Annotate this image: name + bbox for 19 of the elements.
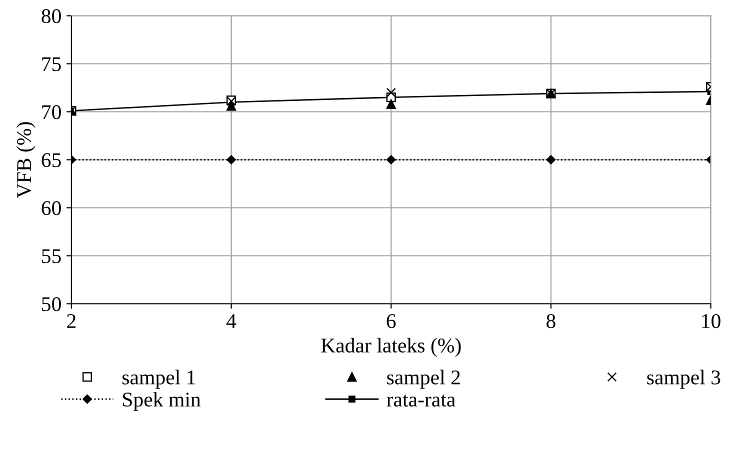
- y-tick-label: 50: [42, 297, 61, 312]
- legend-label: Spek min: [123, 392, 201, 411]
- y-axis-title: VFB (%): [16, 122, 36, 198]
- y-tick-label: 80: [42, 9, 61, 24]
- y-tick-label: 55: [42, 249, 61, 264]
- y-tick-label: 75: [42, 57, 61, 72]
- x-tick-label: 10: [702, 314, 720, 328]
- legend-label: rata-rata: [386, 394, 456, 407]
- x-tick-label: 4: [226, 314, 236, 328]
- x-axis-title: Kadar lateks (%): [321, 338, 461, 357]
- legend-label: sampel 2: [387, 370, 460, 389]
- y-tick-label: 70: [42, 105, 61, 120]
- y-tick-label: 60: [42, 201, 61, 216]
- x-tick-label: 6: [386, 314, 396, 328]
- x-tick-label: 2: [67, 314, 76, 328]
- legend-label: sampel 3: [647, 370, 720, 389]
- legend-label: sampel 1: [122, 370, 196, 389]
- y-tick-label: 65: [42, 153, 61, 168]
- x-tick-label: 8: [546, 314, 556, 328]
